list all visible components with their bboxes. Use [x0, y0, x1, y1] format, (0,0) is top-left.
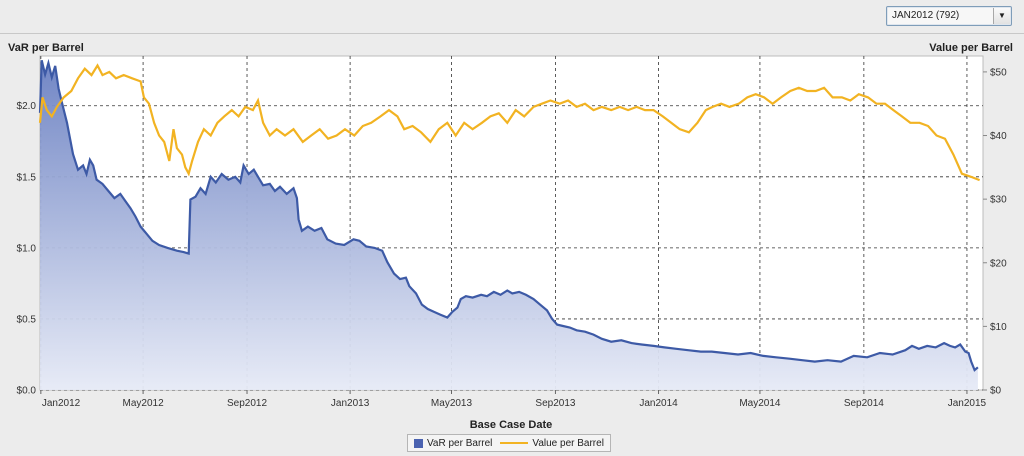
right-axis-title: Value per Barrel: [929, 42, 1013, 54]
var-value-chart: $0.0 $0.5 $1.0 $1.5 $2.0 $0 $10 $20 $30 $40 $50 J…: [8, 42, 1013, 431]
x-axis-title: Base Case Date: [470, 419, 553, 431]
legend: VaR per Barrel Value per Barrel: [407, 434, 611, 452]
y-left-tick-label: $1.5: [17, 172, 37, 183]
y-right-tick-label: $40: [990, 131, 1007, 142]
date-filter-dropdown[interactable]: JAN2012 (792) ▼: [886, 6, 1012, 26]
dropdown-value: JAN2012 (792): [892, 10, 960, 21]
left-axis-title: VaR per Barrel: [8, 42, 84, 54]
x-tick-label: Jan2013: [331, 398, 370, 409]
y-left-tick-label: $1.0: [17, 243, 37, 254]
y-left-tick-label: $0.0: [17, 386, 37, 397]
y-right-tick-label: $0: [990, 386, 1002, 397]
legend-label-value: Value per Barrel: [532, 437, 604, 449]
divider: [0, 33, 1024, 34]
x-tick-label: May2014: [739, 398, 781, 409]
y-left-tick-label: $2.0: [17, 101, 37, 112]
var-area: [40, 60, 978, 391]
y-right-tick-label: $50: [990, 67, 1007, 78]
x-tick-label: May2012: [123, 398, 165, 409]
y-right-tick-label: $20: [990, 258, 1007, 269]
x-tick-label: May2013: [431, 398, 473, 409]
legend-swatch-value: [500, 442, 529, 444]
x-tick-label: Sep2012: [227, 398, 267, 409]
value-line: [38, 63, 980, 182]
x-tick-label: Sep2013: [535, 398, 575, 409]
toolbar: JAN2012 (792) ▼: [0, 0, 1024, 34]
x-tick-label: Sep2014: [844, 398, 884, 409]
y-right-tick-label: $30: [990, 195, 1007, 206]
var-line: [38, 58, 979, 372]
legend-swatch-var: [414, 438, 423, 448]
y-left-tick-label: $0.5: [17, 314, 37, 325]
legend-label-var: VaR per Barrel: [427, 437, 493, 449]
y-right-tick-label: $10: [990, 322, 1007, 333]
x-tick-label: Jan2012: [42, 398, 81, 409]
x-tick-label: Jan2015: [948, 398, 987, 409]
x-tick-label: Jan2014: [639, 398, 678, 409]
chevron-down-icon[interactable]: ▼: [993, 8, 1010, 24]
